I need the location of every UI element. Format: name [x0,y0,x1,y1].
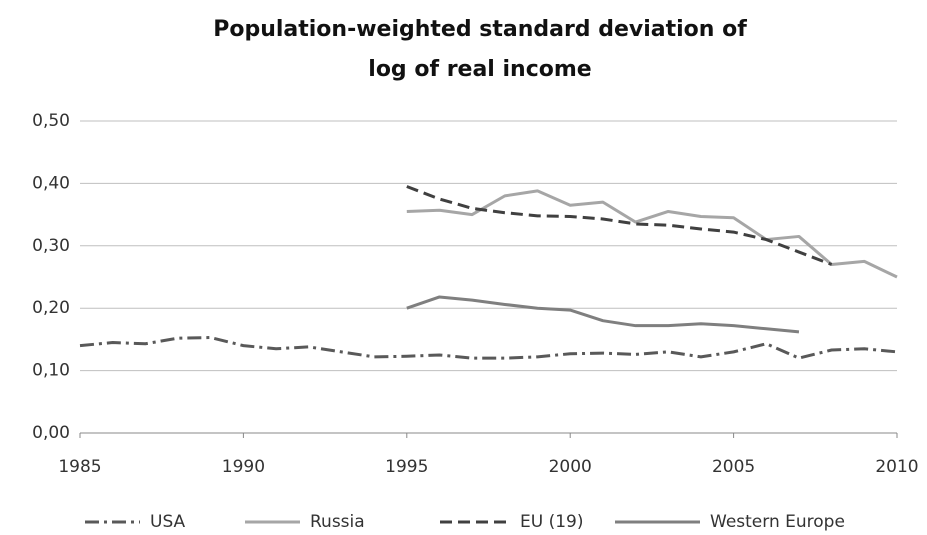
x-tick-label: 2000 [549,457,592,477]
series-line [406,185,833,266]
y-tick-label: 0,50 [32,111,70,131]
y-tick-label: 0,40 [32,173,70,193]
legend-label: USA [150,512,186,532]
series-line [406,295,800,334]
legend-label: EU (19) [520,512,583,532]
x-tick-label: 2010 [875,457,918,477]
x-tick-label: 1985 [58,457,101,477]
legend-label: Russia [310,512,365,532]
x-tick-label: 1990 [222,457,265,477]
y-tick-label: 0,30 [32,236,70,256]
legend-label: Western Europe [710,512,845,532]
x-tick-label: 1995 [385,457,428,477]
chart-title: Population-weighted standard deviation o… [213,17,747,42]
series-line [406,189,898,279]
x-tick-label: 2005 [712,457,755,477]
y-tick-label: 0,00 [32,423,70,443]
y-tick-label: 0,10 [32,361,70,381]
chart-title: log of real income [368,57,591,82]
y-tick-label: 0,20 [32,298,70,318]
series-line [79,336,898,360]
